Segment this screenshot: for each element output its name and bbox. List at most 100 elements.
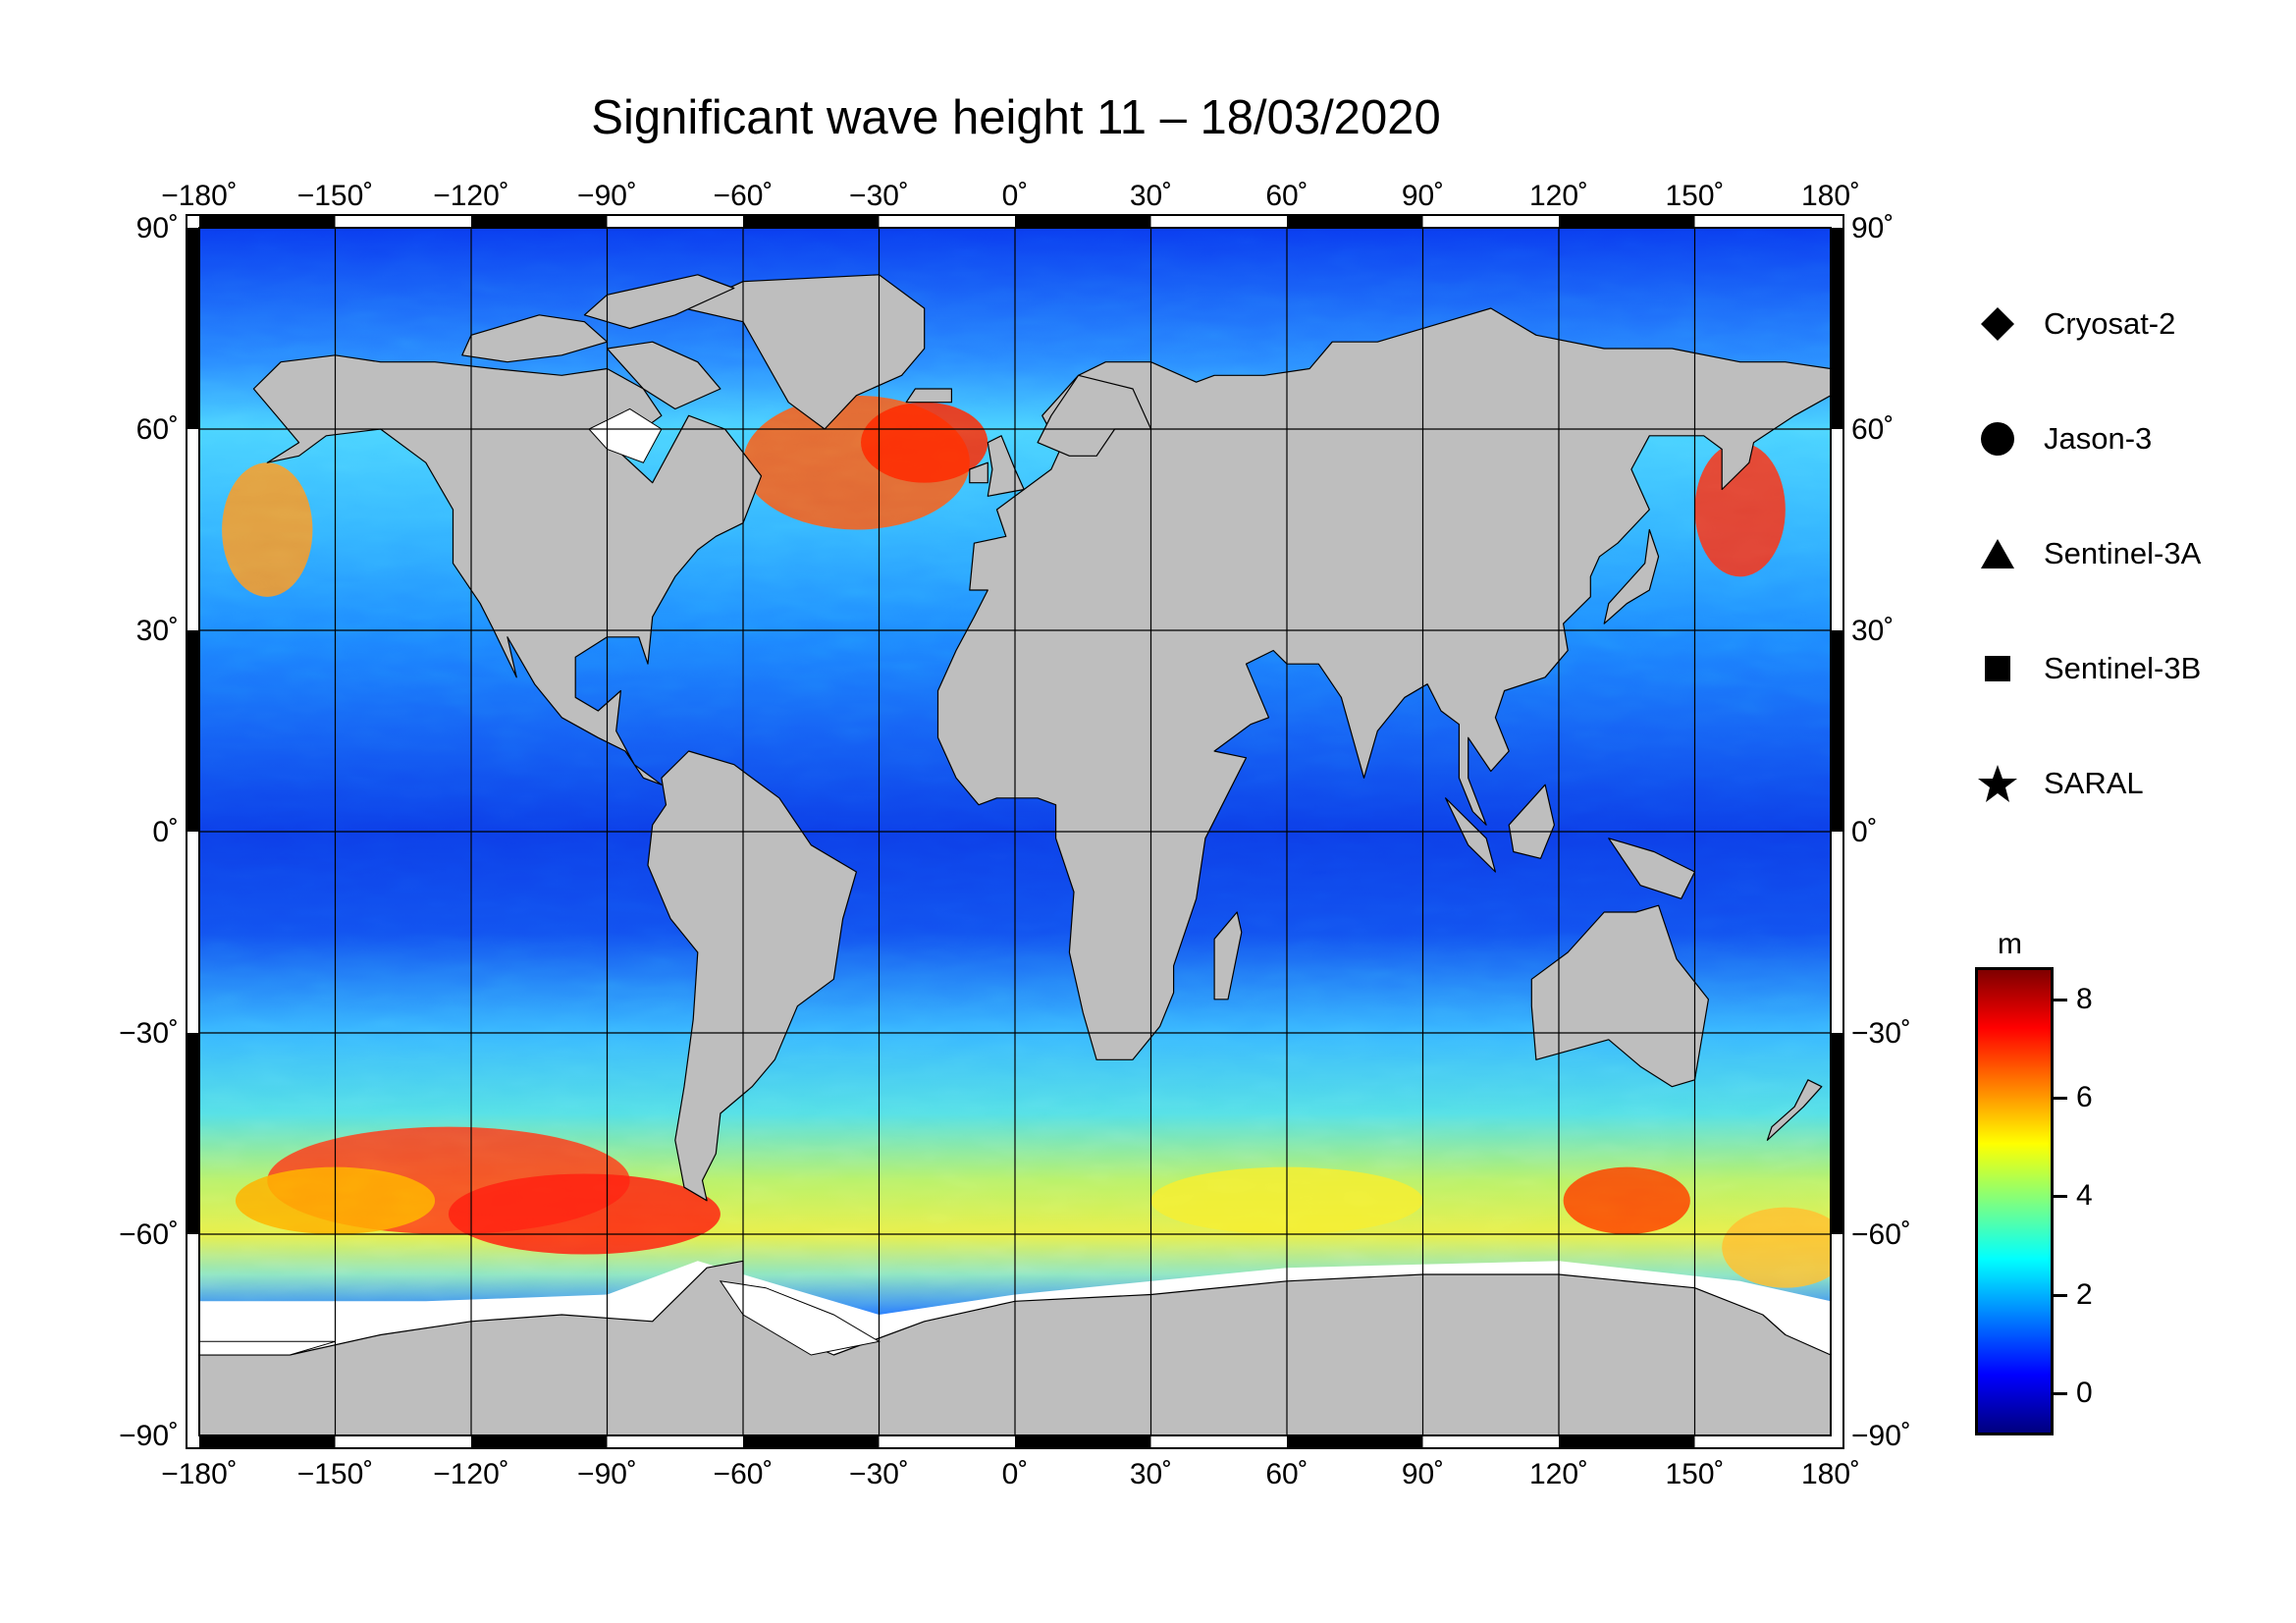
land-south-america <box>647 750 858 1202</box>
colorbar-tick-label: 8 <box>2076 983 2093 1016</box>
wave-height-map: −180˚ −180˚ −150˚ −150˚ −120˚ −120˚ −90˚ −90˚ −6… <box>119 180 1911 1490</box>
diamond-icon <box>1973 299 2022 349</box>
lon-tick-label: 0˚ <box>1002 1458 1029 1490</box>
lon-tick-label: 120˚ <box>1529 180 1588 212</box>
triangle-icon <box>1973 529 2022 578</box>
frame-bar <box>199 1435 336 1448</box>
lon-tick-label: 60˚ <box>1265 1458 1308 1490</box>
lon-tick-label: 150˚ <box>1665 180 1724 212</box>
frame-bar <box>1559 215 1695 228</box>
lon-tick-label: 0˚ <box>1002 180 1029 212</box>
frame-bar <box>743 1435 880 1448</box>
lat-tick-label-right: −30˚ <box>1851 1017 1911 1050</box>
lat-tick-label-right: 0˚ <box>1851 816 1878 848</box>
land-borneo <box>1508 784 1556 859</box>
lat-tick-label-left: −30˚ <box>119 1017 179 1050</box>
lat-tick-label-right: 90˚ <box>1851 212 1894 244</box>
lon-tick-label: 180˚ <box>1801 180 1860 212</box>
legend-label: Sentinel-3B <box>2044 651 2202 685</box>
lat-tick-label-right: 60˚ <box>1851 413 1894 446</box>
land-baffin <box>606 341 721 410</box>
lon-tick-label: −60˚ <box>714 180 774 212</box>
square-icon <box>1973 644 2022 693</box>
frame-bar <box>1831 228 1843 429</box>
lat-tick-label-right: 30˚ <box>1851 615 1894 647</box>
land-iceland <box>905 388 953 404</box>
colorbar-tick-label: 0 <box>2076 1376 2093 1409</box>
land-new-guinea <box>1608 838 1696 899</box>
colorbar-tick-label: 4 <box>2076 1179 2093 1213</box>
land-australia <box>1530 904 1710 1088</box>
colorbar-tick-label: 2 <box>2076 1277 2093 1311</box>
lon-tick-label: 120˚ <box>1529 1458 1588 1490</box>
axis-tick-labels: −180˚ −180˚ −150˚ −150˚ −120˚ −120˚ −90˚ −90˚ −6… <box>119 180 1911 1490</box>
legend-label: SARAL <box>2044 766 2144 800</box>
frame-bar <box>1287 1435 1423 1448</box>
frame-bar <box>1831 630 1843 832</box>
lat-tick-label-left: −90˚ <box>119 1420 179 1452</box>
lat-tick-label-left: 90˚ <box>136 212 179 244</box>
lon-tick-label: −180˚ <box>161 180 238 212</box>
frame-bar <box>471 1435 608 1448</box>
legend-item: SARAL <box>1973 759 2144 808</box>
lon-tick-label: −150˚ <box>297 1458 374 1490</box>
land-sumatra <box>1444 797 1497 873</box>
land-japan <box>1603 528 1660 624</box>
lon-tick-label: −90˚ <box>577 1458 637 1490</box>
legend-item: Sentinel-3A <box>1973 529 2201 578</box>
colorbar-tick <box>2054 1293 2067 1297</box>
circle-icon <box>1973 414 2022 463</box>
frame-bar <box>471 215 608 228</box>
lon-tick-label: 30˚ <box>1130 180 1172 212</box>
lon-tick-label: 90˚ <box>1402 180 1444 212</box>
colorbar-tick <box>2054 999 2067 1002</box>
frame-bar <box>187 630 199 832</box>
legend-item: Jason-3 <box>1973 414 2152 463</box>
lon-tick-label: −120˚ <box>433 1458 509 1490</box>
frame-bar <box>1015 215 1151 228</box>
lon-tick-label: 90˚ <box>1402 1458 1444 1490</box>
star-icon <box>1973 759 2022 808</box>
legend-label: Sentinel-3A <box>2044 536 2202 570</box>
land-ireland <box>969 461 988 484</box>
frame-bar <box>743 215 880 228</box>
lat-tick-label-left: −60˚ <box>119 1218 179 1251</box>
colorbar-tick <box>2054 1195 2067 1199</box>
colorbar-tick <box>2054 1391 2067 1395</box>
graticule <box>199 228 1831 1435</box>
land-new-zealand <box>1766 1079 1823 1141</box>
lon-tick-label: 150˚ <box>1665 1458 1724 1490</box>
colorbar-tick-label: 6 <box>2076 1081 2093 1114</box>
lon-tick-label: 30˚ <box>1130 1458 1172 1490</box>
legend-item: Sentinel-3B <box>1973 644 2201 693</box>
lon-tick-label: −30˚ <box>849 180 909 212</box>
land-eurasia-africa <box>936 307 1831 1060</box>
lat-tick-label-right: −90˚ <box>1851 1420 1911 1452</box>
colorbar-tick <box>2054 1097 2067 1101</box>
colorbar <box>1975 967 2054 1435</box>
frame-bar <box>187 1033 199 1234</box>
land-canadian-arch-2 <box>583 274 735 330</box>
frame-bar <box>1559 1435 1695 1448</box>
frame-bar <box>187 228 199 429</box>
lon-tick-label: −150˚ <box>297 180 374 212</box>
lat-tick-label-left: 30˚ <box>136 615 179 647</box>
lon-tick-label: −120˚ <box>433 180 509 212</box>
land-madagascar <box>1213 911 1243 1001</box>
lon-tick-label: −180˚ <box>161 1458 238 1490</box>
lon-tick-label: −30˚ <box>849 1458 909 1490</box>
colorbar-unit: m <box>1998 928 2022 960</box>
lon-tick-label: −90˚ <box>577 180 637 212</box>
land-canadian-arch-1 <box>461 314 609 363</box>
lon-tick-label: −60˚ <box>714 1458 774 1490</box>
lat-tick-label-left: 0˚ <box>152 816 179 848</box>
legend-label: Cryosat-2 <box>2044 306 2176 341</box>
legend-item: Cryosat-2 <box>1973 299 2175 349</box>
frame-bar <box>199 215 336 228</box>
lon-tick-label: 180˚ <box>1801 1458 1860 1490</box>
lat-tick-label-left: 60˚ <box>136 413 179 446</box>
lon-tick-label: 60˚ <box>1265 180 1308 212</box>
frame-bar <box>1831 1033 1843 1234</box>
land-north-america <box>252 354 763 785</box>
ice-ross-ice <box>199 1340 336 1356</box>
